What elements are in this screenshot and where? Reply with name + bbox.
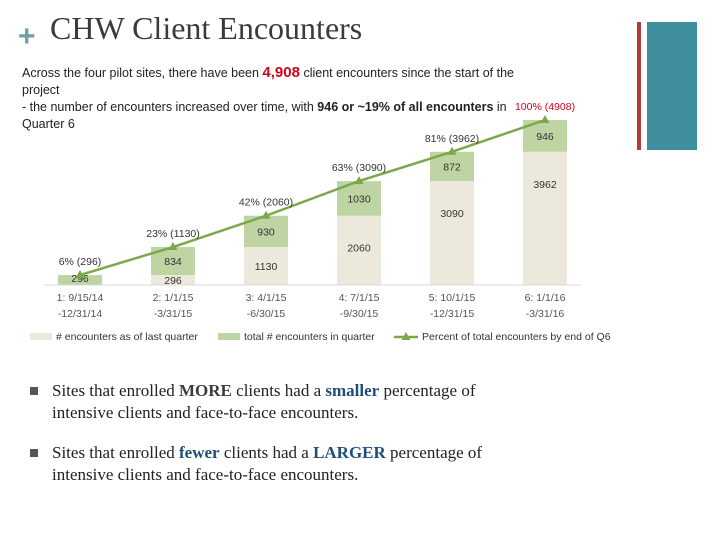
intro-text: in Quarter 6 [22,100,507,131]
data-label-quarter: 834 [164,256,182,268]
data-label-base: 296 [164,275,182,287]
intro-line-2: - the number of encounters increased ove… [22,99,542,133]
legend-label: Percent of total encounters by end of Q6 [422,331,611,343]
line-data-label: 6% (296) [59,256,102,268]
bullet-text: clients had a [219,443,314,462]
bullet-item: Sites that enrolled MORE clients had a s… [30,380,670,424]
x-tick-label: 6: 1/1/16 [525,292,566,304]
data-label-base: 3962 [533,179,557,191]
intro-bold: 946 or ~19% of all encounters [317,100,494,114]
data-label-quarter: 1030 [347,193,371,205]
bullet-emphasis: smaller [325,381,380,400]
bullet-text: intensive clients and face-to-face encou… [52,465,359,484]
intro-highlight: 4,908 [262,64,300,81]
intro-text: client encounters since the start of the… [22,66,514,97]
data-label-base: 2060 [347,243,371,255]
line-data-label: 81% (3962) [425,133,479,145]
bullet-item: Sites that enrolled fewer clients had a … [30,442,670,486]
bar-base-3 [244,247,288,285]
line-marker [447,146,457,155]
data-label-quarter: 930 [257,226,275,238]
x-tick-label: 3: 4/1/15 [246,292,287,304]
x-tick-label: 5: 10/1/15 [429,292,476,304]
accent-bar-red [637,22,641,150]
bar-base-2 [151,275,195,285]
legend-marker [401,332,411,340]
bar-base-4 [337,215,381,285]
slide-title: CHW Client Encounters [50,10,363,46]
bullet-emphasis: fewer [179,443,220,462]
x-tick-label: -3/31/15 [154,308,193,320]
legend-label: # encounters as of last quarter [56,331,198,343]
x-tick-label: -6/30/15 [247,308,286,320]
line-marker [75,270,85,279]
chart-intro: Across the four pilot sites, there have … [22,64,542,133]
bullet-square-icon [30,449,38,457]
bullet-square-icon [30,387,38,395]
line-marker [354,176,364,185]
data-label-quarter: 946 [536,131,554,143]
line-data-label: 42% (2060) [239,197,293,209]
data-label-quarter: 296 [71,273,89,285]
bullet-list: Sites that enrolled MORE clients had a s… [30,380,670,504]
line-data-label: 23% (1130) [146,228,200,240]
bullet-emphasis: LARGER [313,443,386,462]
bullet-text: clients had a [231,381,326,400]
bullet-text: Sites that enrolled [52,443,180,462]
data-label-quarter: 872 [443,161,461,173]
legend-swatch-base [30,333,52,340]
bullet-text: intensive clients and face-to-face encou… [52,403,359,422]
line-marker [540,115,550,123]
x-tick-label: 1: 9/15/14 [57,292,104,304]
legend-swatch-quarter [218,333,240,340]
line-data-label: 63% (3090) [332,162,386,174]
data-label-base: 1130 [255,261,278,273]
cumulative-line [79,118,546,277]
intro-line-1: Across the four pilot sites, there have … [22,64,542,99]
bar-base-6 [523,151,567,285]
x-tick-label: -12/31/14 [58,308,103,320]
x-tick-label: -3/31/16 [526,308,565,320]
line-marker [168,242,178,251]
line-marker [261,210,271,219]
accent-bar-teal [647,22,697,150]
legend-label: total # encounters in quarter [244,331,375,343]
bullet-text: percentage of [385,443,483,462]
bar-base-5 [430,181,474,285]
bullet-text: Sites that enrolled [52,381,180,400]
plus-icon: + [18,20,36,53]
encounters-chart: 296 1: 9/15/14 -12/31/14 296 834 2: 1/1/15 -3/… [30,101,611,343]
intro-text: Across the four pilot sites, there have … [22,66,263,80]
x-tick-label: 4: 7/1/15 [339,292,380,304]
bullet-text: percentage of [379,381,476,400]
x-tick-label: -9/30/15 [340,308,379,320]
bullet-emphasis: MORE [179,381,232,400]
x-tick-label: 2: 1/1/15 [153,292,194,304]
intro-text: - the number of encounters increased ove… [22,100,318,114]
line-data-label: 100% (4908) [515,101,575,113]
data-label-base: 3090 [440,208,464,220]
bar-quarter-1 [58,275,102,285]
x-tick-label: -12/31/15 [430,308,475,320]
